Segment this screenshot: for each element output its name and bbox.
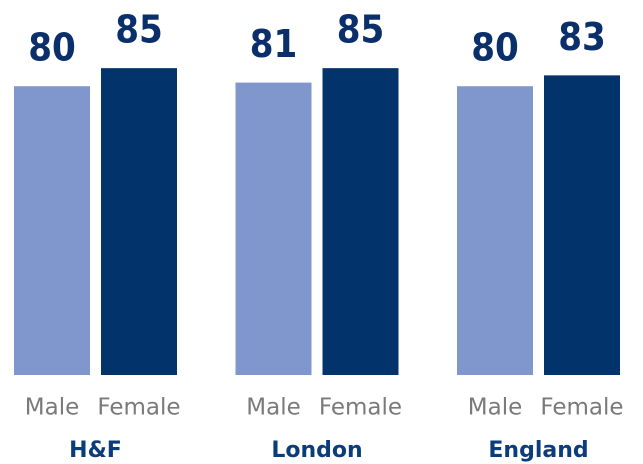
series-label: Male — [468, 395, 522, 421]
bar — [235, 82, 312, 375]
bar — [101, 68, 177, 376]
category-label: England — [488, 438, 588, 463]
category-label: London — [271, 438, 362, 463]
series-label: Female — [97, 395, 180, 421]
bar — [544, 75, 620, 376]
value-label: 83 — [558, 15, 606, 59]
value-label: 85 — [115, 8, 163, 52]
series-label: Female — [540, 395, 623, 421]
value-label: 80 — [28, 26, 76, 70]
series-label: Male — [25, 395, 79, 421]
category-label: H&F — [69, 438, 122, 463]
bar — [457, 86, 533, 375]
bar — [14, 86, 90, 375]
bar — [322, 68, 399, 376]
value-label: 80 — [471, 26, 519, 70]
series-label: Male — [246, 395, 300, 421]
series-label: Female — [319, 395, 402, 421]
value-label: 81 — [250, 22, 298, 66]
value-label: 85 — [337, 8, 385, 52]
